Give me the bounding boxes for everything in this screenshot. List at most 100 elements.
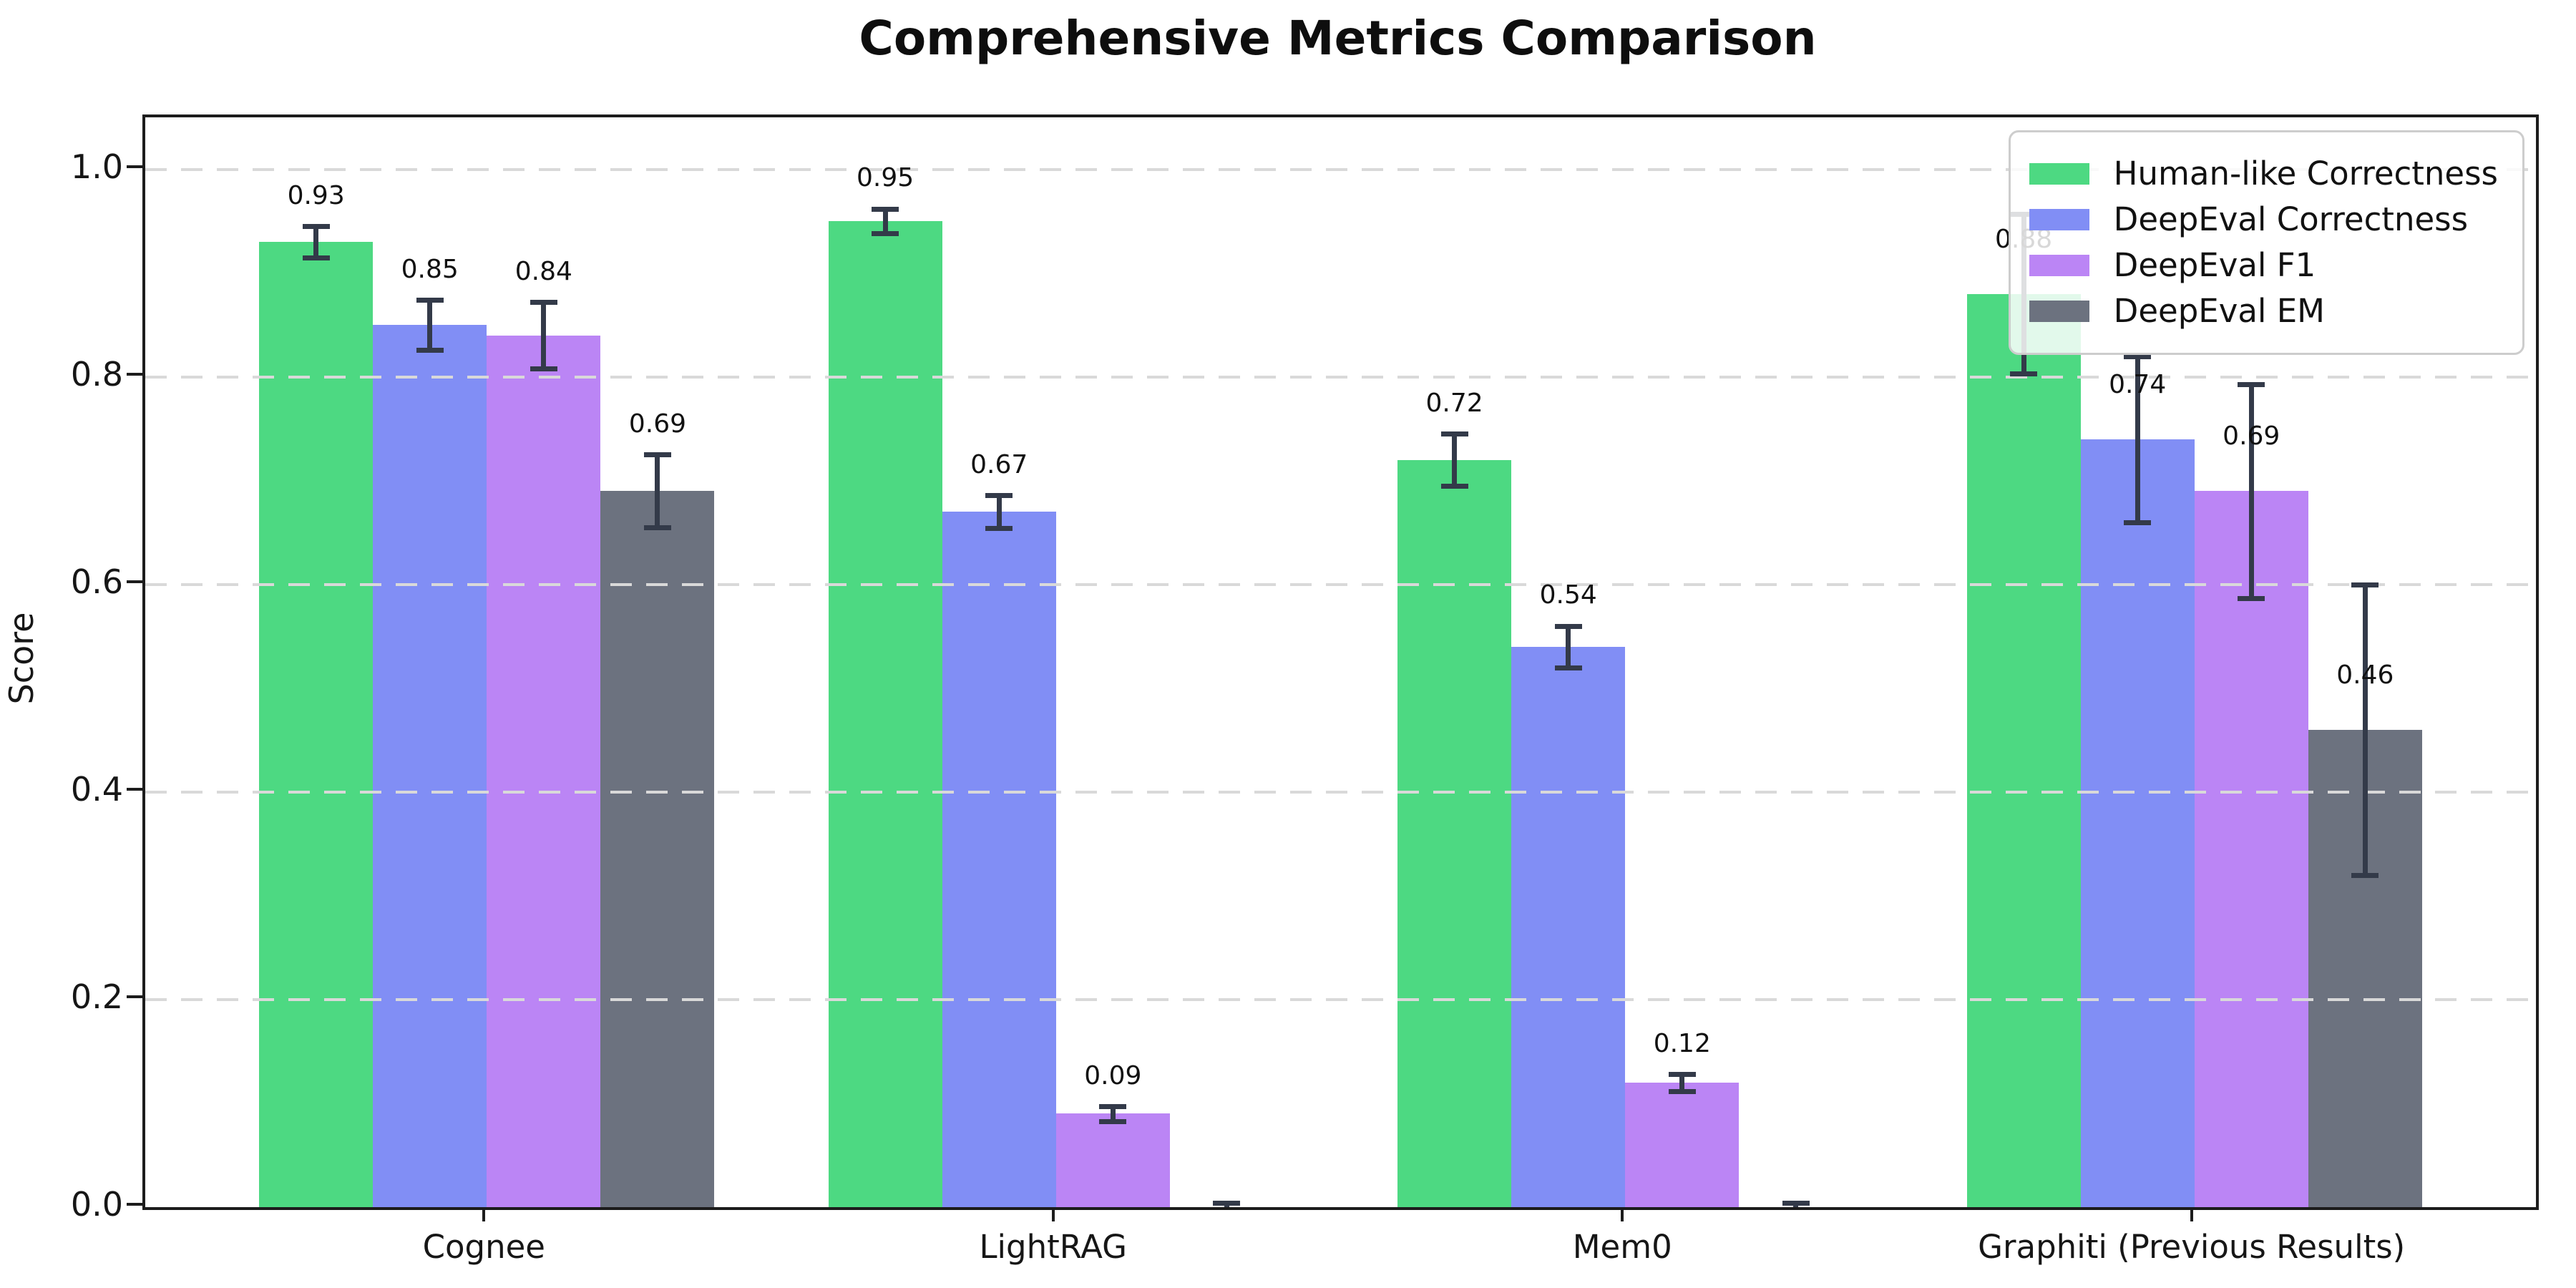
error-bar-cap <box>1668 1088 1696 1094</box>
bar <box>1966 293 2081 1207</box>
plot-area: Human-like Correctness DeepEval Correctne… <box>142 114 2539 1210</box>
bar <box>1397 459 1512 1207</box>
error-bar-cap <box>643 525 671 530</box>
y-axis-title: Score <box>2 612 41 705</box>
error-bar <box>882 208 888 234</box>
bar-value-label: 0.85 <box>401 254 459 284</box>
error-bar-cap <box>1782 1201 1810 1206</box>
error-bar <box>1452 434 1458 486</box>
bar-value-label: 0.69 <box>628 409 686 439</box>
error-bar-cap <box>2124 519 2152 525</box>
y-tick <box>127 165 142 168</box>
error-bar-cap <box>1554 623 1582 629</box>
legend-item: DeepEval Correctness <box>2029 200 2498 240</box>
y-tick <box>127 372 142 376</box>
error-bar-cap <box>530 300 557 306</box>
error-bar-cap <box>302 224 330 230</box>
bar <box>942 512 1056 1207</box>
x-axis-category-label: Cognee <box>422 1228 545 1266</box>
error-bar-cap <box>1099 1104 1127 1110</box>
y-tick <box>127 1203 142 1206</box>
x-tick <box>2190 1207 2193 1221</box>
legend: Human-like Correctness DeepEval Correctne… <box>2008 130 2524 355</box>
bar <box>828 221 942 1207</box>
chart-title: Comprehensive Metrics Comparison <box>859 11 1817 66</box>
error-bar <box>1566 625 1571 668</box>
error-bar <box>313 226 319 258</box>
y-tick <box>127 787 142 791</box>
y-tick-label: 0.2 <box>70 977 123 1016</box>
bar <box>487 335 601 1207</box>
y-tick-label: 1.0 <box>70 147 123 186</box>
legend-item-label: DeepEval F1 <box>2113 246 2316 284</box>
error-bar <box>1679 1074 1685 1091</box>
error-bar <box>996 494 1002 529</box>
gridline <box>145 167 2536 171</box>
error-bar <box>2248 384 2254 598</box>
error-bar <box>541 302 547 369</box>
y-tick <box>127 580 142 583</box>
error-bar-cap <box>872 231 899 237</box>
gridline <box>145 582 2536 586</box>
x-tick <box>482 1207 486 1221</box>
bar <box>2194 491 2308 1207</box>
bar-value-label: 0.74 <box>2109 369 2167 399</box>
error-bar-cap <box>1099 1118 1127 1124</box>
legend-item: DeepEval EM <box>2029 291 2498 331</box>
legend-color-swatch <box>2029 301 2089 322</box>
error-bar-cap <box>2010 371 2038 377</box>
gridline <box>145 375 2536 379</box>
error-bar <box>2362 584 2368 875</box>
error-bar <box>2135 356 2140 522</box>
bar <box>1625 1082 1740 1207</box>
error-bar-cap <box>1554 665 1582 670</box>
x-axis-category-label: Mem0 <box>1572 1228 1672 1266</box>
legend-item-label: DeepEval EM <box>2113 292 2325 330</box>
legend-color-swatch <box>2029 255 2089 276</box>
bar-value-label: 0.54 <box>1539 580 1597 610</box>
error-bar-cap <box>2238 595 2265 601</box>
legend-item: Human-like Correctness <box>2029 154 2498 194</box>
error-bar-cap <box>643 452 671 458</box>
x-tick <box>1051 1207 1055 1221</box>
error-bar-cap <box>2351 582 2379 587</box>
gridline <box>145 790 2536 794</box>
error-bar-cap <box>1782 1209 1810 1210</box>
y-tick-label: 0.6 <box>70 562 123 601</box>
error-bar <box>1110 1106 1116 1121</box>
y-tick-label: 0.8 <box>70 354 123 394</box>
bar-value-label: 0.09 <box>1084 1060 1142 1091</box>
error-bar-cap <box>416 347 444 353</box>
gridline <box>145 997 2536 1001</box>
error-bar <box>655 454 660 527</box>
error-bar-cap <box>416 298 444 303</box>
bar-value-label: 0.95 <box>857 163 914 193</box>
error-bar-cap <box>2238 381 2265 387</box>
error-bar-cap <box>302 255 330 260</box>
error-bar-cap <box>1213 1201 1241 1206</box>
bar <box>1511 646 1626 1207</box>
error-bar-cap <box>1440 431 1468 437</box>
x-axis-category-label: LightRAG <box>979 1228 1128 1266</box>
bar <box>2080 439 2195 1207</box>
error-bar-cap <box>2351 872 2379 878</box>
y-tick <box>127 995 142 998</box>
legend-color-swatch <box>2029 163 2089 185</box>
x-axis-category-label: Graphiti (Previous Results) <box>1978 1228 2406 1266</box>
error-bar <box>427 300 433 350</box>
error-bar-cap <box>985 526 1013 532</box>
y-tick-label: 0.0 <box>70 1185 123 1224</box>
y-tick-label: 0.4 <box>70 769 123 809</box>
bar-value-label: 0.67 <box>970 449 1028 479</box>
x-tick <box>1621 1207 1624 1221</box>
legend-item-label: Human-like Correctness <box>2113 155 2498 192</box>
error-bar-cap <box>530 366 557 371</box>
legend-color-swatch <box>2029 209 2089 230</box>
bar <box>373 325 487 1207</box>
bar-value-label: 0.93 <box>287 180 345 210</box>
bar <box>1055 1113 1170 1207</box>
bar-value-label: 0.84 <box>514 256 572 286</box>
bar-value-label: 0.69 <box>2223 421 2280 452</box>
error-bar-cap <box>1440 483 1468 489</box>
